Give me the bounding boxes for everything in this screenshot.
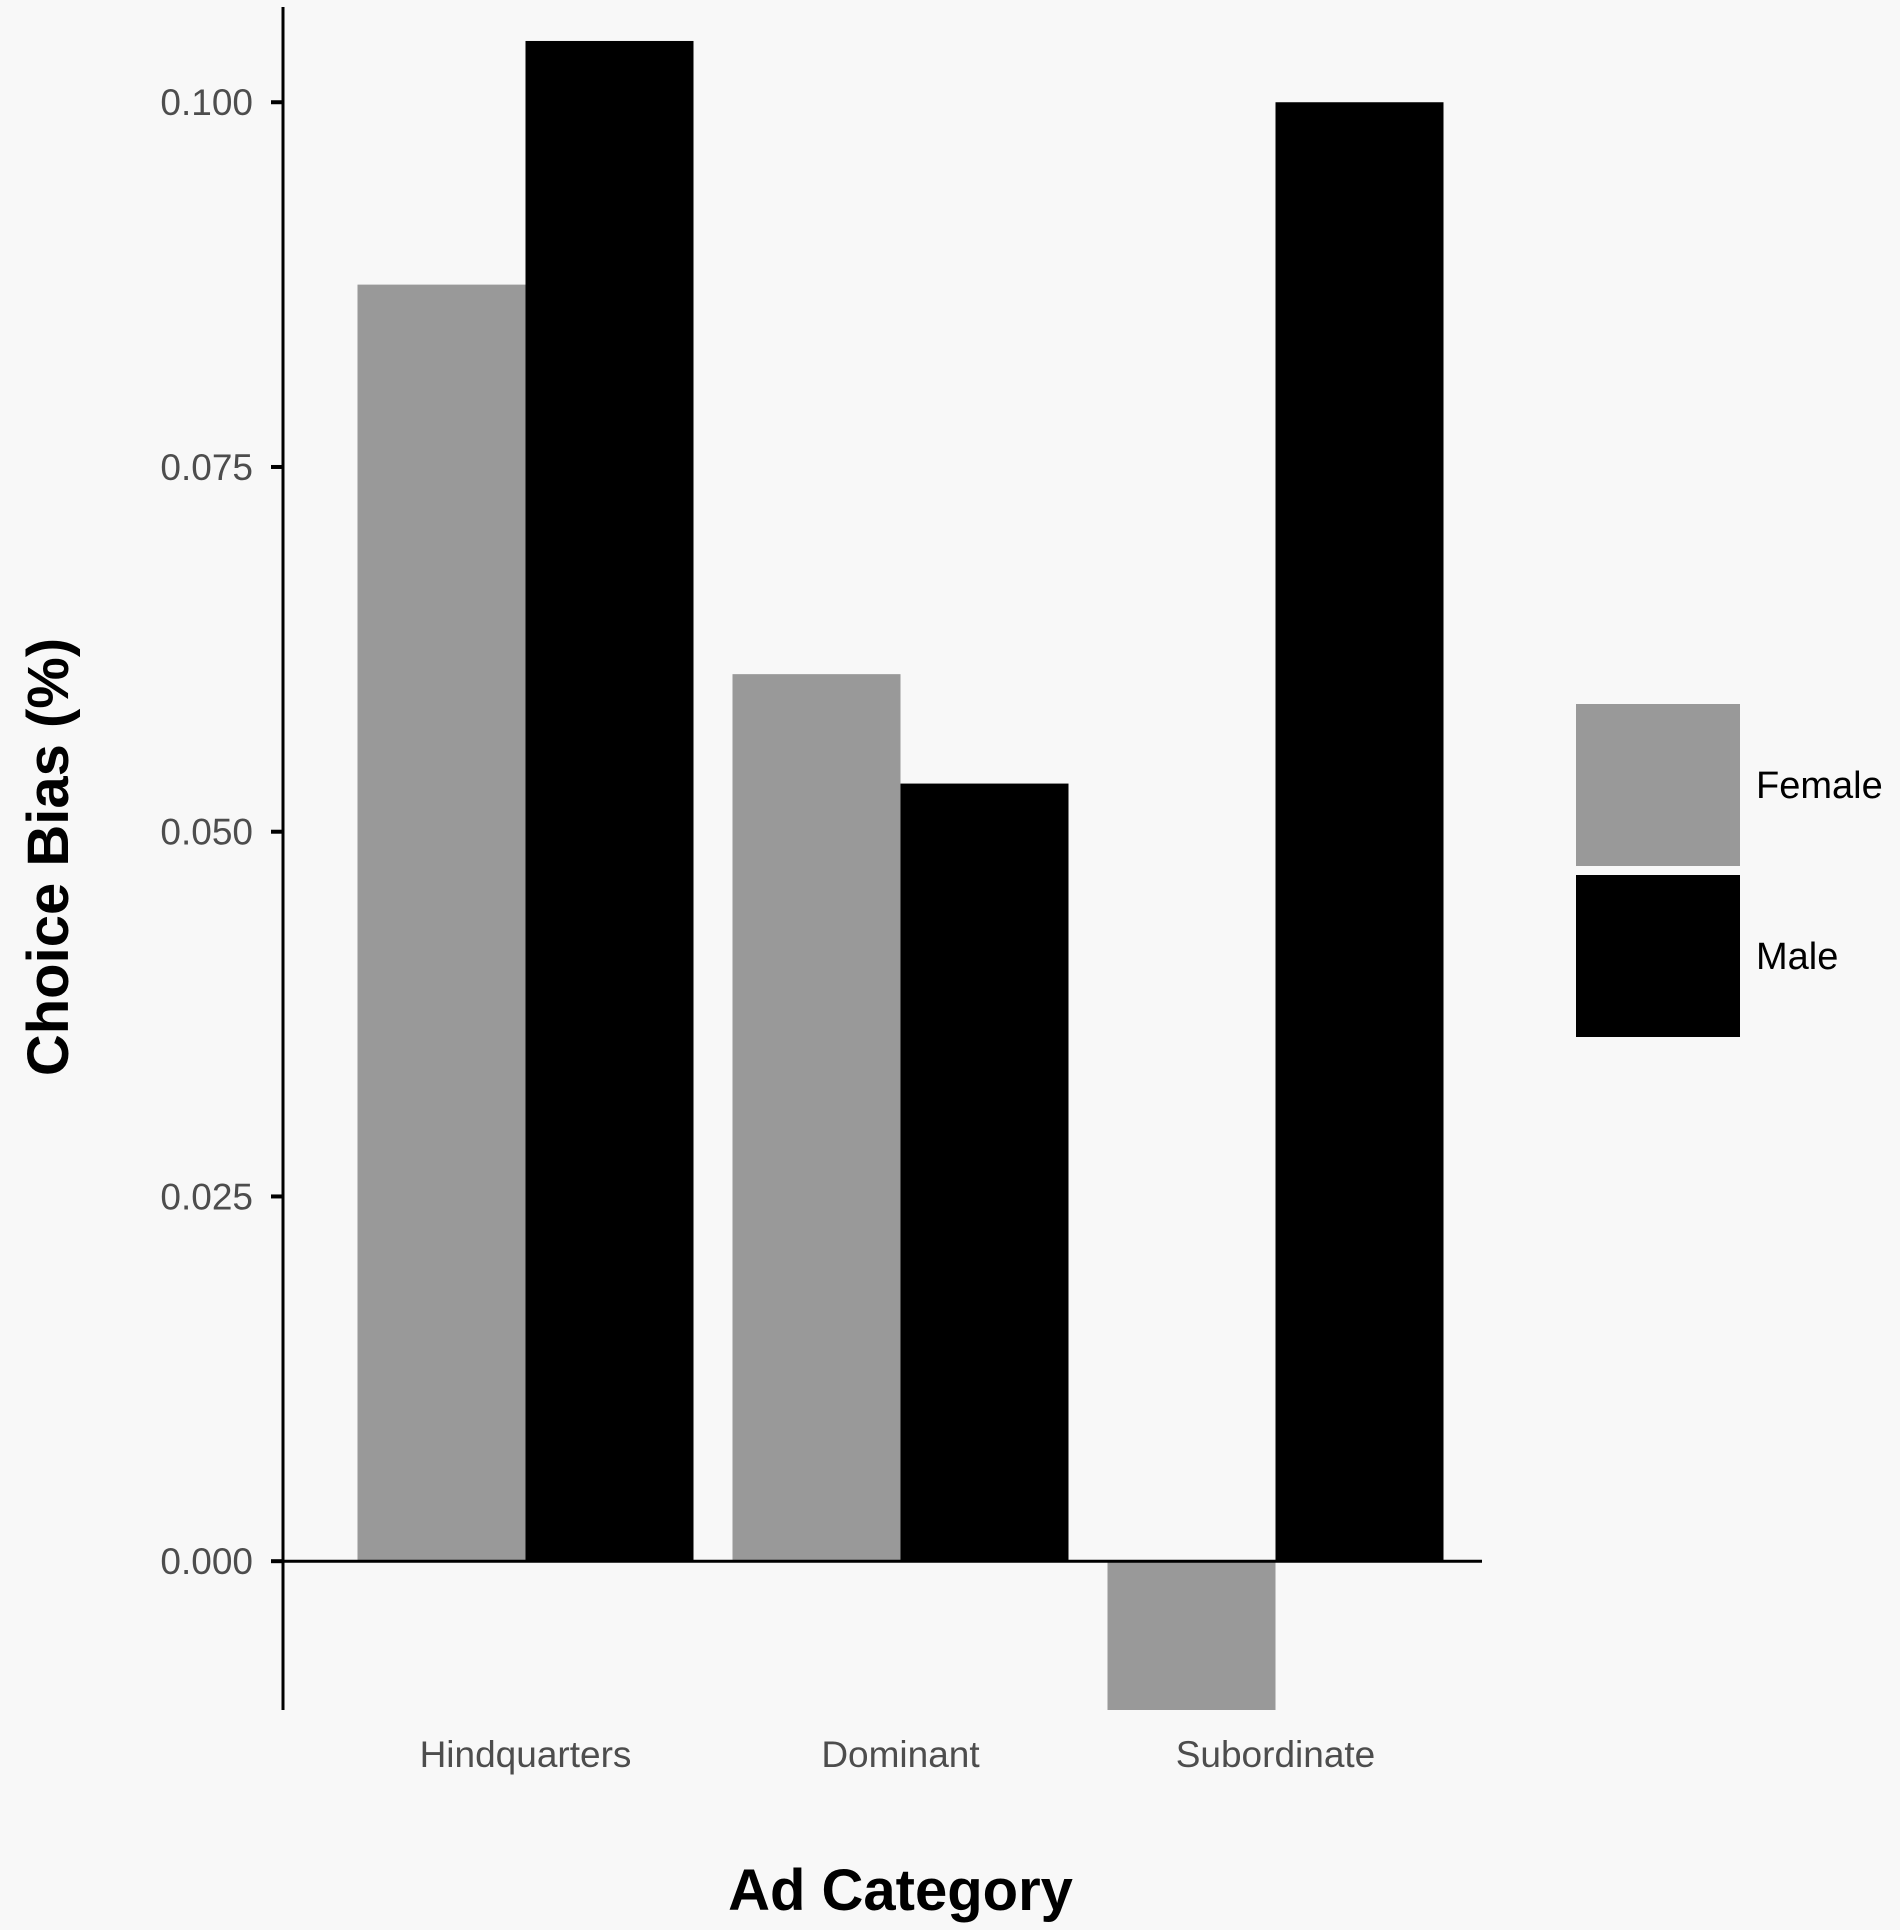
x-tick-label: Dominant	[821, 1734, 980, 1775]
legend-label-male: Male	[1756, 936, 1838, 978]
x-tick-label: Subordinate	[1176, 1734, 1376, 1775]
legend-key-female	[1576, 704, 1740, 866]
bar-female-subordinate	[1107, 1561, 1276, 1710]
y-tick-label: 0.000	[160, 1541, 253, 1582]
y-tick-label: 0.075	[160, 447, 253, 488]
x-tick-label: Hindquarters	[420, 1734, 632, 1775]
x-axis-ticks: Hindquarters Dominant Subordinate	[420, 1734, 1376, 1775]
bars-layer	[357, 40, 1444, 1710]
y-tick-label: 0.025	[160, 1176, 253, 1217]
bar-female-dominant	[732, 674, 901, 1562]
y-tick-label: 0.100	[160, 82, 253, 123]
legend-label-female: Female	[1756, 765, 1883, 807]
legend: Female Male	[1576, 704, 1883, 1037]
y-axis-ticks: 0.000 0.025 0.050 0.075 0.100	[160, 82, 283, 1582]
legend-key-male	[1576, 875, 1740, 1037]
bar-male-hindquarters	[525, 40, 694, 1562]
y-tick-label: 0.050	[160, 812, 253, 853]
bar-male-dominant	[900, 783, 1069, 1562]
y-axis-title: Choice Bias (%)	[16, 638, 81, 1076]
bar-female-hindquarters	[357, 284, 526, 1562]
x-axis-title: Ad Category	[728, 1858, 1073, 1923]
bar-male-subordinate	[1275, 102, 1444, 1562]
